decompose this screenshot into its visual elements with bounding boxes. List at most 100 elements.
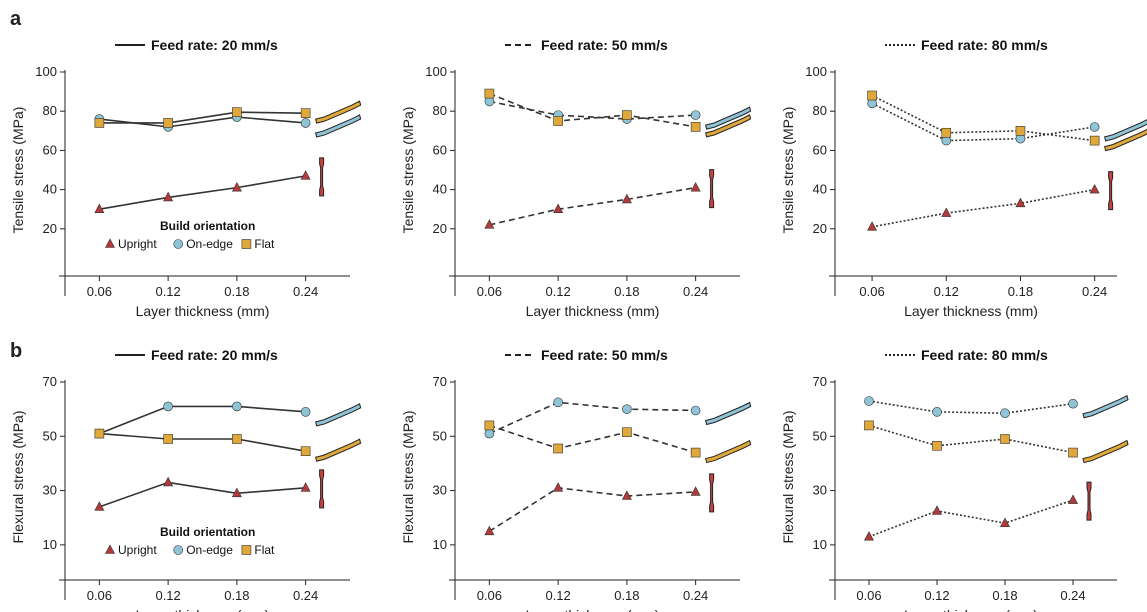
on-edge-specimen-icon: [1104, 119, 1147, 142]
y-tick-label: 40: [43, 182, 57, 197]
series-on-edge: [867, 98, 1147, 146]
y-tick-label: 30: [43, 483, 57, 498]
chart-title-group: Feed rate: 20 mm/s: [115, 347, 278, 363]
y-tick-label: 80: [813, 103, 827, 118]
x-tick-label: 0.12: [934, 284, 959, 299]
on-edge-specimen-icon: [1082, 394, 1129, 419]
upright-specimen-icon: [709, 473, 715, 513]
x-tick-label: 0.12: [155, 588, 180, 603]
data-point: [622, 404, 632, 414]
series-flat: [94, 100, 362, 128]
series-line: [868, 499, 1074, 538]
x-tick-label: 0.18: [224, 284, 249, 299]
legend-item-label: Flat: [254, 543, 275, 557]
y-tick-label: 10: [43, 537, 57, 552]
legend-marker: [173, 239, 183, 249]
series-flat: [94, 428, 362, 462]
series-line: [99, 432, 306, 453]
y-tick-label: 70: [813, 374, 827, 389]
y-tick-label: 20: [43, 221, 57, 236]
legend-title: Build orientation: [160, 219, 255, 233]
y-tick-label: 100: [35, 64, 57, 79]
legend-item-label: On-edge: [186, 237, 233, 251]
y-tick-label: 60: [43, 142, 57, 157]
x-tick-label: 0.18: [614, 284, 639, 299]
data-point: [300, 118, 311, 128]
data-point: [484, 420, 495, 431]
series-on-edge: [94, 401, 362, 439]
data-point: [1000, 408, 1010, 419]
flat-specimen-icon: [705, 114, 752, 138]
data-point: [690, 110, 701, 120]
legend-item-label: Upright: [118, 237, 157, 251]
series-flat: [484, 88, 752, 138]
upright-specimen-icon: [319, 157, 325, 197]
data-point: [553, 116, 563, 126]
series-on-edge: [484, 397, 752, 439]
data-point: [1068, 398, 1078, 409]
series-upright: [94, 157, 325, 213]
chart-title-group: Feed rate: 20 mm/s: [115, 37, 278, 53]
data-point: [690, 486, 701, 496]
flat-specimen-icon: [705, 439, 752, 464]
legend-marker: [105, 544, 115, 554]
legend-item-label: Flat: [254, 237, 275, 251]
x-tick-label: 0.12: [545, 284, 570, 299]
data-point: [484, 219, 495, 229]
x-axis-label: Layer thickness (mm): [136, 607, 270, 612]
data-point: [867, 221, 878, 231]
x-tick-label: 0.06: [87, 284, 112, 299]
x-tick-label: 0.18: [1008, 284, 1033, 299]
chart-title-group: Feed rate: 50 mm/s: [505, 347, 668, 363]
data-point: [553, 443, 563, 454]
legend-marker: [241, 239, 252, 249]
flat-specimen-icon: [1104, 128, 1147, 152]
data-point: [621, 490, 632, 500]
data-point: [300, 170, 311, 180]
y-axis-label: Tensile stress (MPa): [780, 107, 796, 234]
series-on-edge: [94, 112, 362, 138]
y-tick-label: 20: [433, 221, 447, 236]
data-point: [932, 440, 942, 451]
data-point: [94, 501, 105, 511]
x-tick-label: 0.24: [1060, 588, 1085, 603]
data-point: [163, 434, 173, 444]
y-tick-label: 10: [813, 537, 827, 552]
y-tick-label: 50: [813, 428, 827, 443]
x-axis-label: Layer thickness (mm): [526, 607, 660, 612]
upright-specimen-icon: [1086, 481, 1092, 521]
data-point: [94, 428, 105, 439]
y-tick-label: 80: [43, 103, 57, 118]
series-flat: [864, 420, 1129, 464]
chart-title: Feed rate: 50 mm/s: [541, 347, 668, 363]
x-tick-label: 0.24: [683, 588, 708, 603]
y-tick-label: 100: [425, 64, 447, 79]
x-tick-label: 0.06: [477, 588, 502, 603]
data-point: [300, 446, 311, 457]
series-line: [489, 401, 696, 435]
data-point: [163, 191, 174, 202]
data-point: [941, 207, 952, 217]
y-axis-label: Flexural stress (MPa): [400, 410, 416, 543]
chart-b-feed-20: Feed rate: 20 mm/s 10 30 50 70 0.06 0.12 0.18 0.…: [10, 347, 362, 612]
data-point: [94, 203, 105, 213]
chart-title: Feed rate: 80 mm/s: [921, 347, 1048, 363]
data-point: [864, 420, 874, 431]
legend-marker: [173, 545, 183, 555]
series-upright: [94, 469, 325, 511]
x-axis-label: Layer thickness (mm): [136, 303, 270, 319]
data-point: [1000, 434, 1010, 444]
series-flat: [867, 90, 1147, 152]
x-axis-label: Layer thickness (mm): [526, 303, 660, 319]
x-tick-label: 0.06: [477, 284, 502, 299]
data-point: [867, 90, 877, 101]
x-tick-label: 0.18: [614, 588, 639, 603]
upright-specimen-icon: [709, 169, 715, 209]
data-point: [690, 122, 701, 132]
series-flat: [484, 420, 752, 464]
data-point: [1068, 447, 1078, 458]
data-point: [94, 118, 105, 128]
y-axis-label: Flexural stress (MPa): [780, 410, 796, 543]
data-point: [1089, 183, 1100, 194]
y-tick-label: 70: [433, 374, 447, 389]
